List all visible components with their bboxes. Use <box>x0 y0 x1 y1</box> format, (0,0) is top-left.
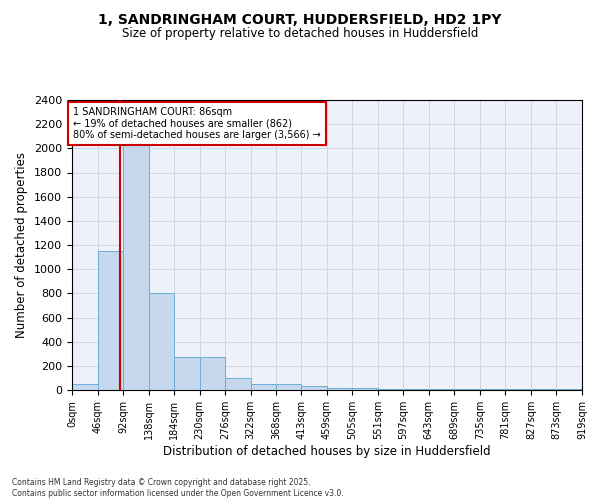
Text: 1, SANDRINGHAM COURT, HUDDERSFIELD, HD2 1PY: 1, SANDRINGHAM COURT, HUDDERSFIELD, HD2 … <box>98 12 502 26</box>
Bar <box>301 386 327 390</box>
Bar <box>251 384 276 390</box>
Bar <box>225 378 251 390</box>
Bar <box>200 358 225 390</box>
Bar <box>72 384 98 390</box>
Bar <box>378 389 403 390</box>
Bar <box>174 358 200 390</box>
Text: Contains HM Land Registry data © Crown copyright and database right 2025.
Contai: Contains HM Land Registry data © Crown c… <box>12 478 344 498</box>
Bar <box>123 136 149 390</box>
Y-axis label: Number of detached properties: Number of detached properties <box>16 152 28 338</box>
Bar <box>98 251 123 390</box>
Bar <box>149 294 174 390</box>
X-axis label: Distribution of detached houses by size in Huddersfield: Distribution of detached houses by size … <box>163 444 491 458</box>
Bar <box>276 384 301 390</box>
Text: 1 SANDRINGHAM COURT: 86sqm
← 19% of detached houses are smaller (862)
80% of sem: 1 SANDRINGHAM COURT: 86sqm ← 19% of deta… <box>73 108 321 140</box>
Bar <box>327 388 352 390</box>
Bar <box>352 388 378 390</box>
Text: Size of property relative to detached houses in Huddersfield: Size of property relative to detached ho… <box>122 28 478 40</box>
